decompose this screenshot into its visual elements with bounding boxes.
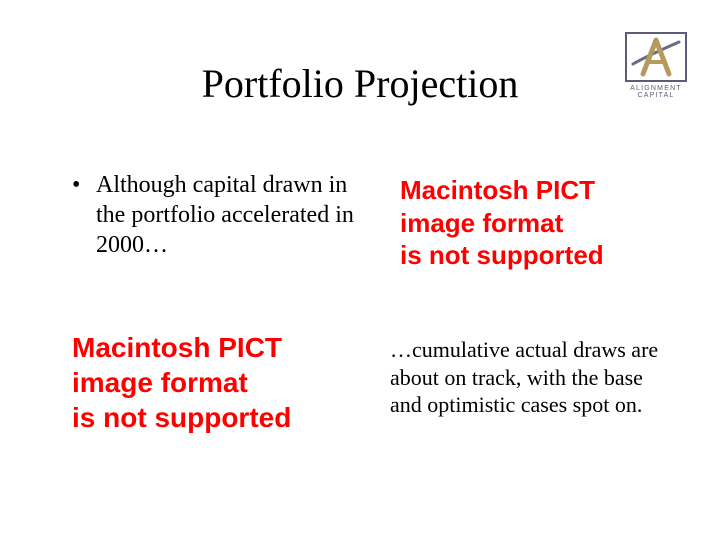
placeholder-line: image format — [400, 207, 660, 240]
placeholder-line: Macintosh PICT — [400, 174, 660, 207]
bullet-text: Although capital drawn in the portfolio … — [96, 170, 366, 260]
placeholder-line: Macintosh PICT — [72, 330, 372, 365]
slide-title: Portfolio Projection — [0, 60, 720, 107]
placeholder-line: is not supported — [72, 400, 372, 435]
placeholder-line: is not supported — [400, 239, 660, 272]
missing-image-placeholder: Macintosh PICT image format is not suppo… — [400, 174, 660, 272]
missing-image-placeholder: Macintosh PICT image format is not suppo… — [72, 330, 372, 435]
placeholder-line: image format — [72, 365, 372, 400]
continuation-paragraph: …cumulative actual draws are about on tr… — [390, 336, 670, 419]
bullet-item: • Although capital drawn in the portfoli… — [72, 170, 382, 260]
bullet-marker: • — [72, 170, 90, 200]
